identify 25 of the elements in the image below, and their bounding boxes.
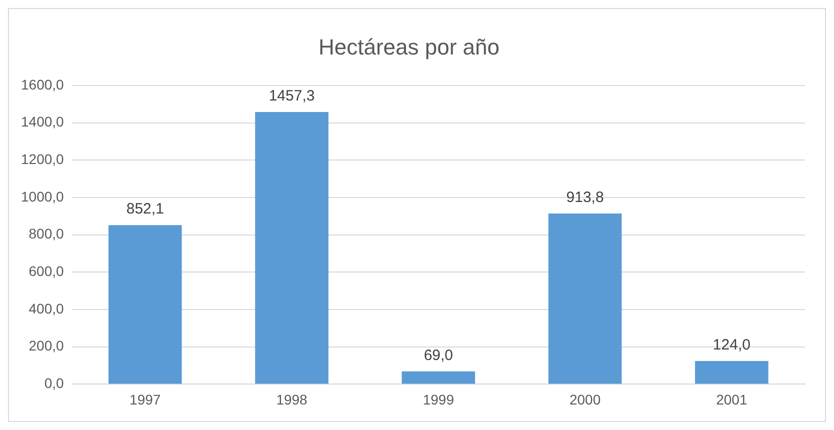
data-label: 69,0 bbox=[424, 346, 454, 364]
x-tick-label: 2001 bbox=[716, 391, 748, 408]
bar bbox=[108, 225, 182, 384]
y-tick-label: 1000,0 bbox=[20, 188, 64, 204]
y-tick-label: 0,0 bbox=[44, 375, 64, 392]
data-label: 852,1 bbox=[126, 200, 164, 218]
x-tick-label: 2000 bbox=[569, 391, 601, 408]
y-tick-label: 600,0 bbox=[28, 263, 64, 280]
bar bbox=[255, 112, 328, 384]
y-tick-label: 200,0 bbox=[28, 338, 64, 354]
chart-title: Hectáreas por año bbox=[318, 34, 500, 60]
bar bbox=[695, 361, 768, 384]
data-label: 913,8 bbox=[566, 189, 604, 206]
y-tick-label: 1200,0 bbox=[20, 150, 64, 167]
x-tick-label: 1999 bbox=[422, 391, 454, 408]
y-tick-label: 1400,0 bbox=[20, 114, 64, 130]
data-label: 1457,3 bbox=[268, 88, 315, 105]
y-tick-label: 800,0 bbox=[28, 226, 64, 242]
y-tick-label: 400,0 bbox=[28, 300, 64, 316]
bar bbox=[548, 214, 622, 384]
x-tick-label: 1997 bbox=[130, 391, 161, 408]
y-tick-label: 1600,0 bbox=[20, 76, 64, 92]
data-label: 124,0 bbox=[712, 336, 750, 354]
x-tick-label: 1998 bbox=[276, 391, 308, 408]
bar bbox=[402, 371, 476, 384]
